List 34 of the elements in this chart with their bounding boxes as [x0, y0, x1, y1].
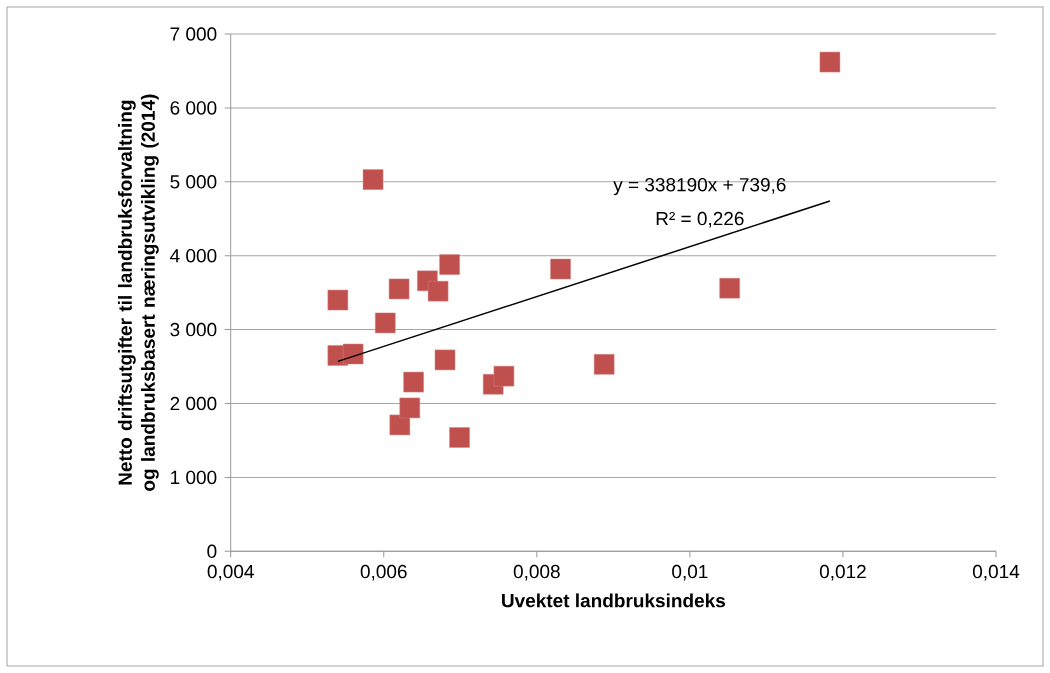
x-tick-label: 0,012 — [819, 564, 866, 581]
x-tick-label: 0,008 — [513, 564, 560, 581]
y-tick-label: 2 000 — [170, 396, 217, 411]
point — [427, 280, 449, 302]
y-tick-label: 6 000 — [170, 101, 217, 115]
point — [434, 349, 456, 371]
point — [593, 354, 615, 375]
point — [375, 312, 396, 334]
x-tick-label: 0,014 — [972, 564, 1020, 581]
point — [399, 397, 421, 419]
point — [719, 277, 740, 299]
point — [439, 254, 460, 275]
y-tick-label: 0 — [207, 544, 217, 559]
point — [403, 371, 424, 393]
x-tick-label: 0,006 — [360, 564, 407, 581]
point — [493, 365, 515, 387]
x-axis-title: Uvektet landbruksindeks — [502, 593, 725, 608]
annotation: R² = 0,226 — [656, 211, 744, 228]
point — [819, 51, 841, 73]
y-axis-title: Netto driftsutgifter til landbruksforvaltning og landbruksbasert næringsutvikling (2014) — [117, 94, 159, 491]
x-tick-label: 0,004 — [207, 564, 254, 581]
y-tick-label: 3 000 — [170, 322, 217, 337]
annotation: y = 338190x + 739,6 — [613, 177, 786, 196]
point — [449, 427, 470, 448]
y-tick-label: 1 000 — [171, 470, 217, 485]
point — [388, 278, 410, 300]
y-tick-label: 4 000 — [170, 248, 217, 263]
point — [327, 289, 349, 311]
x-tick-label: 0,01 — [672, 564, 708, 581]
point — [550, 258, 571, 280]
point — [362, 169, 384, 190]
y-tick-label: 7 000 — [170, 27, 217, 41]
y-tick-label: 5 000 — [170, 175, 217, 189]
point — [342, 343, 364, 365]
